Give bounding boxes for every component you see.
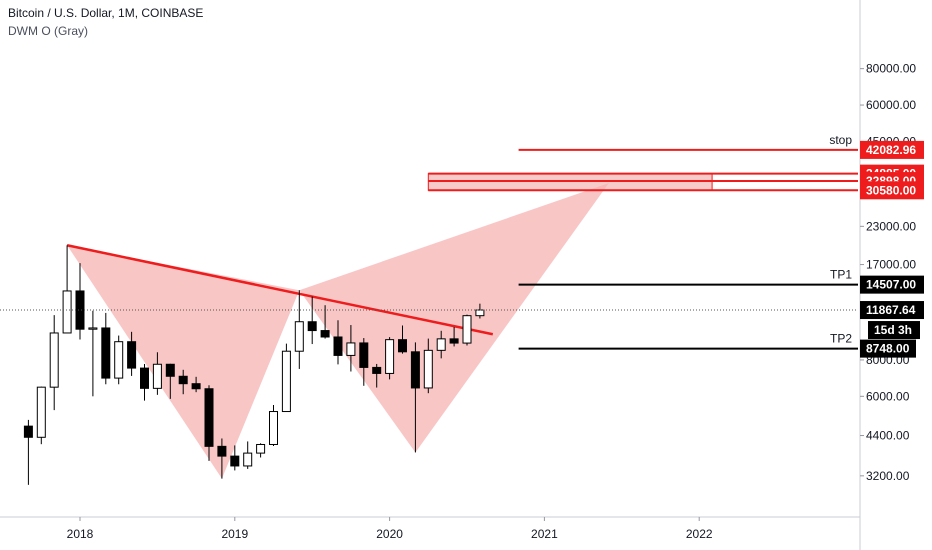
candle-body: [320, 330, 330, 338]
chart-title: Bitcoin / U.S. Dollar, 1M, COINBASE: [8, 6, 204, 20]
candle-body: [398, 339, 407, 353]
countdown-box: [868, 321, 920, 340]
candle-body: [75, 290, 85, 330]
y-tick-label: 80000.00: [866, 62, 916, 76]
stop-price-tag-box: [860, 140, 924, 159]
level-name: TP2: [830, 332, 852, 346]
candle-body: [140, 367, 149, 389]
zone-low-price-tag: 30580.00: [860, 181, 924, 200]
candle-body: [101, 327, 111, 379]
candles: [23, 245, 485, 485]
level-name: TP1: [830, 268, 852, 282]
candle-body: [385, 339, 395, 374]
y-tick-label: 17000.00: [866, 258, 916, 272]
candle-body: [436, 338, 446, 351]
candle-body: [88, 327, 98, 330]
level-name: stop: [829, 133, 852, 147]
x-tick-label: 2021: [531, 527, 558, 541]
time-axis[interactable]: 2018 2019 2020 2021 2022: [67, 517, 713, 541]
levels: stop TP1 TP2: [0, 133, 858, 350]
candle-body: [127, 341, 137, 369]
candle-body: [281, 350, 291, 413]
candle-body: [23, 425, 33, 438]
candle-body: [152, 363, 162, 389]
zone-low-price-tag-text: 30580.00: [866, 183, 916, 197]
last-price-tag: 11867.64: [860, 301, 924, 320]
stop-price-tag: 42082.96: [860, 140, 924, 159]
y-tick-label: 6000.00: [866, 389, 910, 403]
candle-body: [243, 452, 253, 467]
candle-body: [372, 366, 382, 374]
candle-body: [269, 411, 278, 445]
tp1-price-tag-box: [860, 275, 924, 294]
tp1-price-tag: 14507.00: [860, 275, 924, 294]
trendline: [66, 244, 494, 336]
candle-body: [204, 388, 214, 447]
candle-body: [256, 443, 266, 454]
candle-body: [475, 309, 485, 317]
candle-body: [449, 338, 459, 344]
price-labels: 42082.9634885.0032898.0030580.0014507.00…: [860, 140, 924, 358]
y-tick-label: 3200.00: [866, 469, 910, 483]
candle-body: [230, 455, 240, 467]
stop-price-tag-text: 42082.96: [866, 143, 916, 157]
last-price-tag-text: 11867.64: [866, 303, 916, 317]
x-tick-label: 2019: [221, 527, 248, 541]
candle-body: [49, 332, 59, 388]
y-tick-label: 4400.00: [866, 429, 910, 443]
candle-body: [423, 349, 433, 389]
tp2-price-tag-text: 8748.00: [866, 342, 910, 356]
tp2-price-tag-box: [860, 339, 916, 358]
zone-low-price-tag-box: [860, 181, 924, 200]
candle-body: [462, 315, 472, 344]
candle-body: [62, 290, 72, 334]
candle-body: [165, 363, 175, 377]
x-tick-label: 2022: [686, 527, 713, 541]
candle-body: [359, 342, 369, 368]
candle-body: [346, 342, 356, 356]
y-tick-label: 23000.00: [866, 219, 916, 233]
tp1-price-tag-text: 14507.00: [866, 278, 916, 292]
countdown-text: 15d 3h: [874, 323, 912, 337]
candle-body: [191, 383, 201, 390]
y-tick-label: 60000.00: [866, 98, 916, 112]
candle-body: [178, 375, 188, 385]
candle-body: [333, 336, 343, 356]
indicator-legend: DWM O (Gray): [8, 24, 88, 38]
candle-body: [294, 321, 304, 352]
x-tick-label: 2018: [67, 527, 94, 541]
tp2-price-tag: 8748.00: [860, 339, 916, 358]
candle-body: [410, 351, 420, 389]
candle-body: [307, 321, 317, 332]
pattern-triangle-xab: [67, 245, 300, 479]
candle-body: [114, 341, 124, 379]
x-tick-label: 2020: [376, 527, 403, 541]
last-price-tag-box: [860, 301, 924, 320]
candle-body: [217, 445, 227, 457]
candle-body: [36, 386, 46, 438]
